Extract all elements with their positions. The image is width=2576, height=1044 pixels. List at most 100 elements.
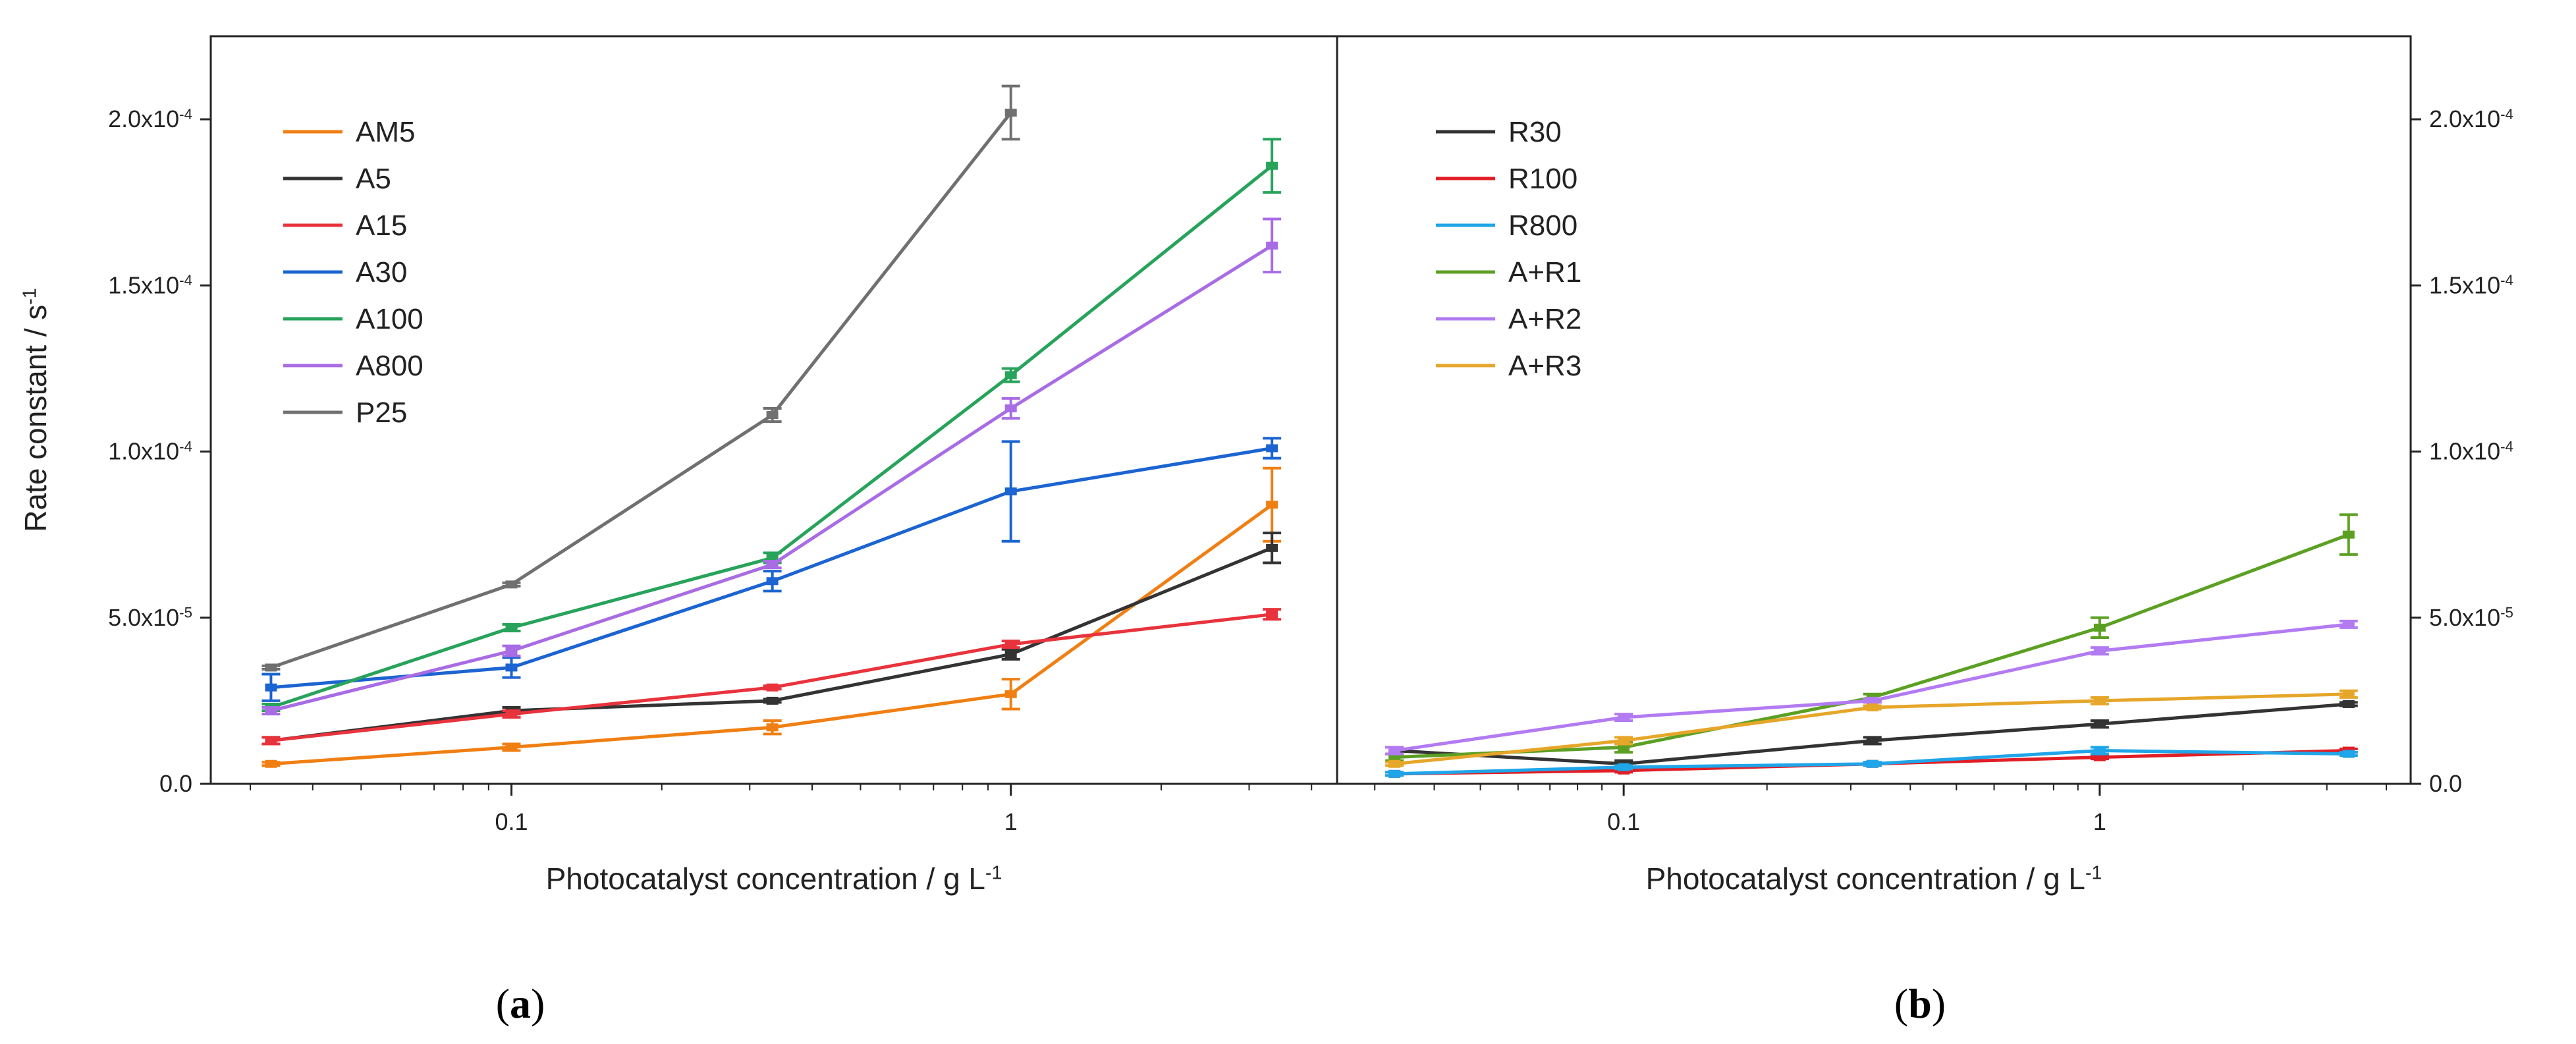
data-point [1618,763,1630,771]
y-tick-label: 5.0x10-5 [108,604,192,631]
y-tick-label-exp: -4 [179,272,192,288]
series-a15 [261,608,1282,746]
series-a30 [261,437,1282,702]
data-point [766,561,779,569]
series-line [1394,533,2349,759]
data-point [766,683,779,692]
caption-open: ( [496,980,510,1027]
data-point [1866,736,1878,745]
y-tick-label: 2.0x10-4 [108,105,192,132]
data-point [505,663,518,672]
data-point [1004,650,1017,659]
x-axis-title: Photocatalyst concentration / g L-1 [1646,862,2102,896]
data-point [1004,109,1017,117]
data-point [1618,736,1630,745]
y-tick-label-exp: -5 [2500,605,2513,621]
data-point [1004,404,1017,412]
chart-panel-a: 0.05.0x10-51.0x10-41.5x10-42.0x10-40.1 1P… [18,35,1338,1027]
y-tick-label-main: 2.0x10 [108,105,179,132]
series-r800 [1385,746,2358,778]
panel-caption: (a) [496,980,545,1027]
data-point [2342,620,2355,628]
y-tick-label-exp: -4 [2500,438,2513,454]
legend-label: A30 [356,256,407,288]
data-point [2093,720,2106,728]
series-a100 [261,138,1282,713]
series-line [1394,622,2349,753]
legend-label: R30 [1508,116,1562,148]
series-a-r3 [1385,689,2358,768]
y-tick-label: 1.5x10-4 [2429,271,2513,298]
y-tick-label-main: 1.5x10 [108,271,179,298]
legend-label: A800 [356,350,424,382]
data-point [265,736,277,745]
legend-label: A+R1 [1508,256,1581,288]
data-point [505,647,518,655]
x-axis-title-main: Photocatalyst concentration / g L [1646,862,2085,896]
data-point [1866,703,1878,711]
y-tick-label-exp: -4 [179,438,192,454]
y-tick-label: 1.5x10-4 [108,271,192,298]
series-a800 [261,217,1282,716]
legend-label: A+R3 [1508,350,1581,382]
y-tick-label: 2.0x10-4 [2429,105,2513,132]
data-point [2342,530,2355,539]
y-axis-title-main: Rate constant / s [18,305,53,532]
data-point [1266,610,1278,618]
data-point [766,577,779,586]
data-point [2342,700,2355,708]
y-tick-label-exp: -4 [2500,272,2513,288]
data-point [2342,750,2355,758]
y-tick-label-exp: -5 [179,605,192,621]
data-point [2342,690,2355,698]
data-point [1388,759,1401,768]
y-tick-label: 0.0 [2429,770,2462,797]
y-tick-label: 1.0x10-4 [2429,438,2513,465]
data-point [2093,696,2106,705]
caption-letter: a [510,980,531,1027]
x-tick-label: 1 [2093,808,2106,835]
y-tick-label-main: 0.0 [159,770,192,797]
x-axis-title-exp: -1 [985,862,1002,883]
data-point [1004,690,1017,698]
data-point [1266,241,1278,250]
data-point [1266,444,1278,453]
data-point [766,553,779,562]
data-point [1266,501,1278,509]
legend-label: R800 [1508,209,1577,242]
data-point [505,623,518,632]
data-point [505,710,518,719]
legend-label: A15 [356,209,407,242]
legend-label: A5 [356,163,391,195]
data-point [766,696,779,705]
legend-label: R100 [1508,163,1577,195]
caption-open: ( [1894,980,1908,1027]
data-point [1866,759,1878,768]
data-point [265,683,277,692]
data-point [2093,753,2106,761]
y-tick-label-main: 1.0x10 [108,438,179,465]
data-point [1266,543,1278,552]
y-tick-label-main: 1.0x10 [2429,438,2500,465]
caption-letter: b [1908,980,1932,1027]
data-point [2093,746,2106,755]
x-tick-label: 1 [1004,808,1018,835]
data-point [1004,640,1017,649]
legend-label: AM5 [356,116,415,148]
data-point [766,723,779,732]
x-tick-label: 0.1 [495,808,528,835]
y-tick-label-main: 2.0x10 [2429,105,2500,132]
data-point [1004,371,1017,379]
data-point [1388,769,1401,778]
series-a-r2 [1385,619,2358,756]
plot-frame [1336,35,2412,785]
x-axis-title: Photocatalyst concentration / g L-1 [546,862,1002,896]
data-point [1866,696,1878,705]
legend-label: A100 [356,303,424,335]
caption-close: ) [1932,980,1946,1027]
y-tick-label-main: 5.0x10 [2429,604,2500,631]
data-point [1004,487,1017,496]
data-point [505,580,518,589]
data-point [265,663,277,672]
